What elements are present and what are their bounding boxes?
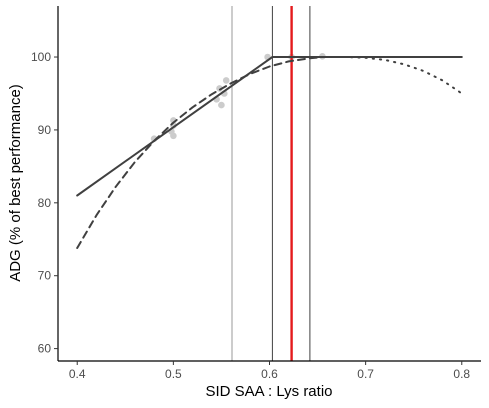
x-tick-label: 0.4 xyxy=(69,367,86,381)
x-tick-label: 0.6 xyxy=(261,367,278,381)
x-tick-label: 0.7 xyxy=(357,367,374,381)
series-line-solid xyxy=(76,56,463,197)
x-ticks: 0.4 0.5 0.6 0.7 0.8 xyxy=(69,361,470,381)
x-tick-label: 0.5 xyxy=(165,367,182,381)
y-ticks: 60 70 80 90 100 xyxy=(31,50,58,356)
x-axis-title: SID SAA : Lys ratio xyxy=(206,383,333,400)
y-tick-label: 60 xyxy=(38,342,52,356)
y-tick-label: 90 xyxy=(38,123,52,137)
plot-area xyxy=(76,6,463,361)
data-point xyxy=(222,77,230,84)
y-tick-label: 100 xyxy=(31,50,51,64)
x-tick-label: 0.8 xyxy=(453,367,470,381)
data-point xyxy=(216,85,223,92)
y-tick-label: 80 xyxy=(38,196,52,210)
y-axis-title: ADG (% of best performance) xyxy=(7,84,24,282)
series-line-dotted xyxy=(321,56,463,95)
data-point xyxy=(170,132,177,140)
data-point xyxy=(218,101,225,109)
series-line-dashed xyxy=(76,56,463,249)
y-tick-label: 70 xyxy=(38,269,52,283)
